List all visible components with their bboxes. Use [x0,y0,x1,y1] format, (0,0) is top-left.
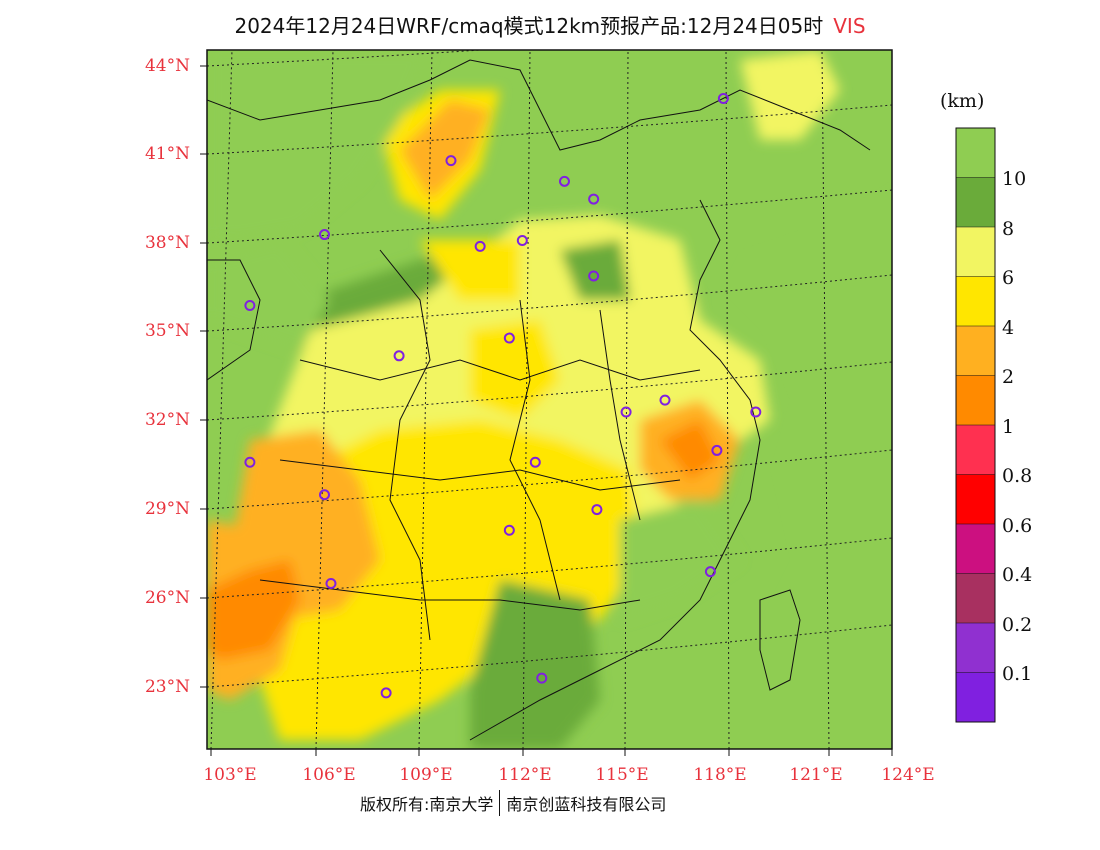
lon-label-121: 121°E [789,765,843,785]
colorbar-swatch [956,326,995,376]
lat-label-26: 26°N [144,588,190,608]
station-marker [319,489,330,501]
lon-label-115: 115°E [595,765,649,785]
lon-label-124: 124°E [881,765,935,785]
station-marker [588,193,600,205]
station-marker [588,270,600,282]
station-marker [620,406,632,418]
station-marker [536,672,548,684]
chart-title: 2024年12月24日WRF/cmaq模式12km预报产品:12月24日05时 V… [0,10,1100,39]
colorbar-swatch [956,474,995,525]
boundary-lines [207,59,871,741]
station-marker [558,175,570,187]
colorbar-label-4: 4 [1002,317,1015,339]
station-marker [194,620,203,629]
axis-ticks [200,65,893,756]
colorbar-swatch [956,227,995,277]
colorbar-swatch [956,425,995,475]
station-marker [659,394,671,406]
lon-label-112: 112°E [498,765,552,785]
station-marker [711,444,723,456]
station-marker [717,93,729,105]
visibility-field [207,50,840,749]
lat-label-32: 32°N [144,410,190,430]
variable-name: VIS [833,14,866,38]
lon-label-106: 106°E [302,765,356,785]
lat-label-38: 38°N [144,233,190,253]
colorbar-swatch [956,276,995,327]
station-marker [503,332,515,344]
colorbar-unit: (km) [940,90,985,112]
station-marker [704,566,716,578]
station-marker [445,155,457,167]
colorbar-swatch [956,623,995,673]
colorbar-label-0-6: 0.6 [1002,515,1033,537]
station-marker [591,504,603,516]
colorbar-label-0-1: 0.1 [1002,663,1033,685]
lon-label-103: 103°E [203,765,257,785]
title-text: 2024年12月24日WRF/cmaq模式12km预报产品:12月24日05时 [234,14,824,38]
lat-label-29: 29°N [144,499,190,519]
station-markers [194,93,762,699]
ocean-area [720,50,892,749]
station-marker [529,456,541,468]
colorbar-label-0-2: 0.2 [1002,614,1033,636]
copyright-owner: 版权所有:南京大学 [360,795,494,814]
colorbar-label-0-8: 0.8 [1002,465,1033,487]
colorbar-label-6: 6 [1002,267,1015,289]
colorbar-label-10: 10 [1002,168,1027,190]
colorbar-label-1: 1 [1002,416,1015,438]
station-marker [516,234,528,246]
colorbar-swatch [956,573,995,624]
lon-label-118: 118°E [693,765,747,785]
station-marker [380,687,392,699]
copyright-footer: 版权所有:南京大学 南京创蓝科技有限公司 [360,790,666,816]
colorbar-swatch [956,524,995,574]
colorbar-swatch [956,177,995,228]
footer-separator [499,790,501,816]
station-marker [393,350,405,362]
lat-label-35: 35°N [144,321,190,341]
station-marker [244,300,256,312]
map-frame [206,49,893,750]
station-marker [474,240,486,252]
lon-label-109: 109°E [399,765,453,785]
colorbar-label-2: 2 [1002,366,1015,388]
lat-label-23: 23°N [144,677,190,697]
colorbar-swatch [956,128,995,178]
lat-lon-grid [207,50,892,749]
lat-label-41: 41°N [144,144,190,164]
station-marker [319,229,330,241]
station-marker [244,456,256,468]
lat-label-44: 44°N [144,56,190,76]
station-marker [750,406,762,418]
copyright-company: 南京创蓝科技有限公司 [506,795,667,814]
colorbar-label-0-4: 0.4 [1002,564,1033,586]
colorbar-label-8: 8 [1002,218,1015,240]
colorbar-swatch [956,672,995,723]
station-marker [503,524,515,536]
colorbar [955,127,996,723]
colorbar-swatch [956,375,995,426]
map-field [194,50,892,749]
station-marker [325,578,337,589]
